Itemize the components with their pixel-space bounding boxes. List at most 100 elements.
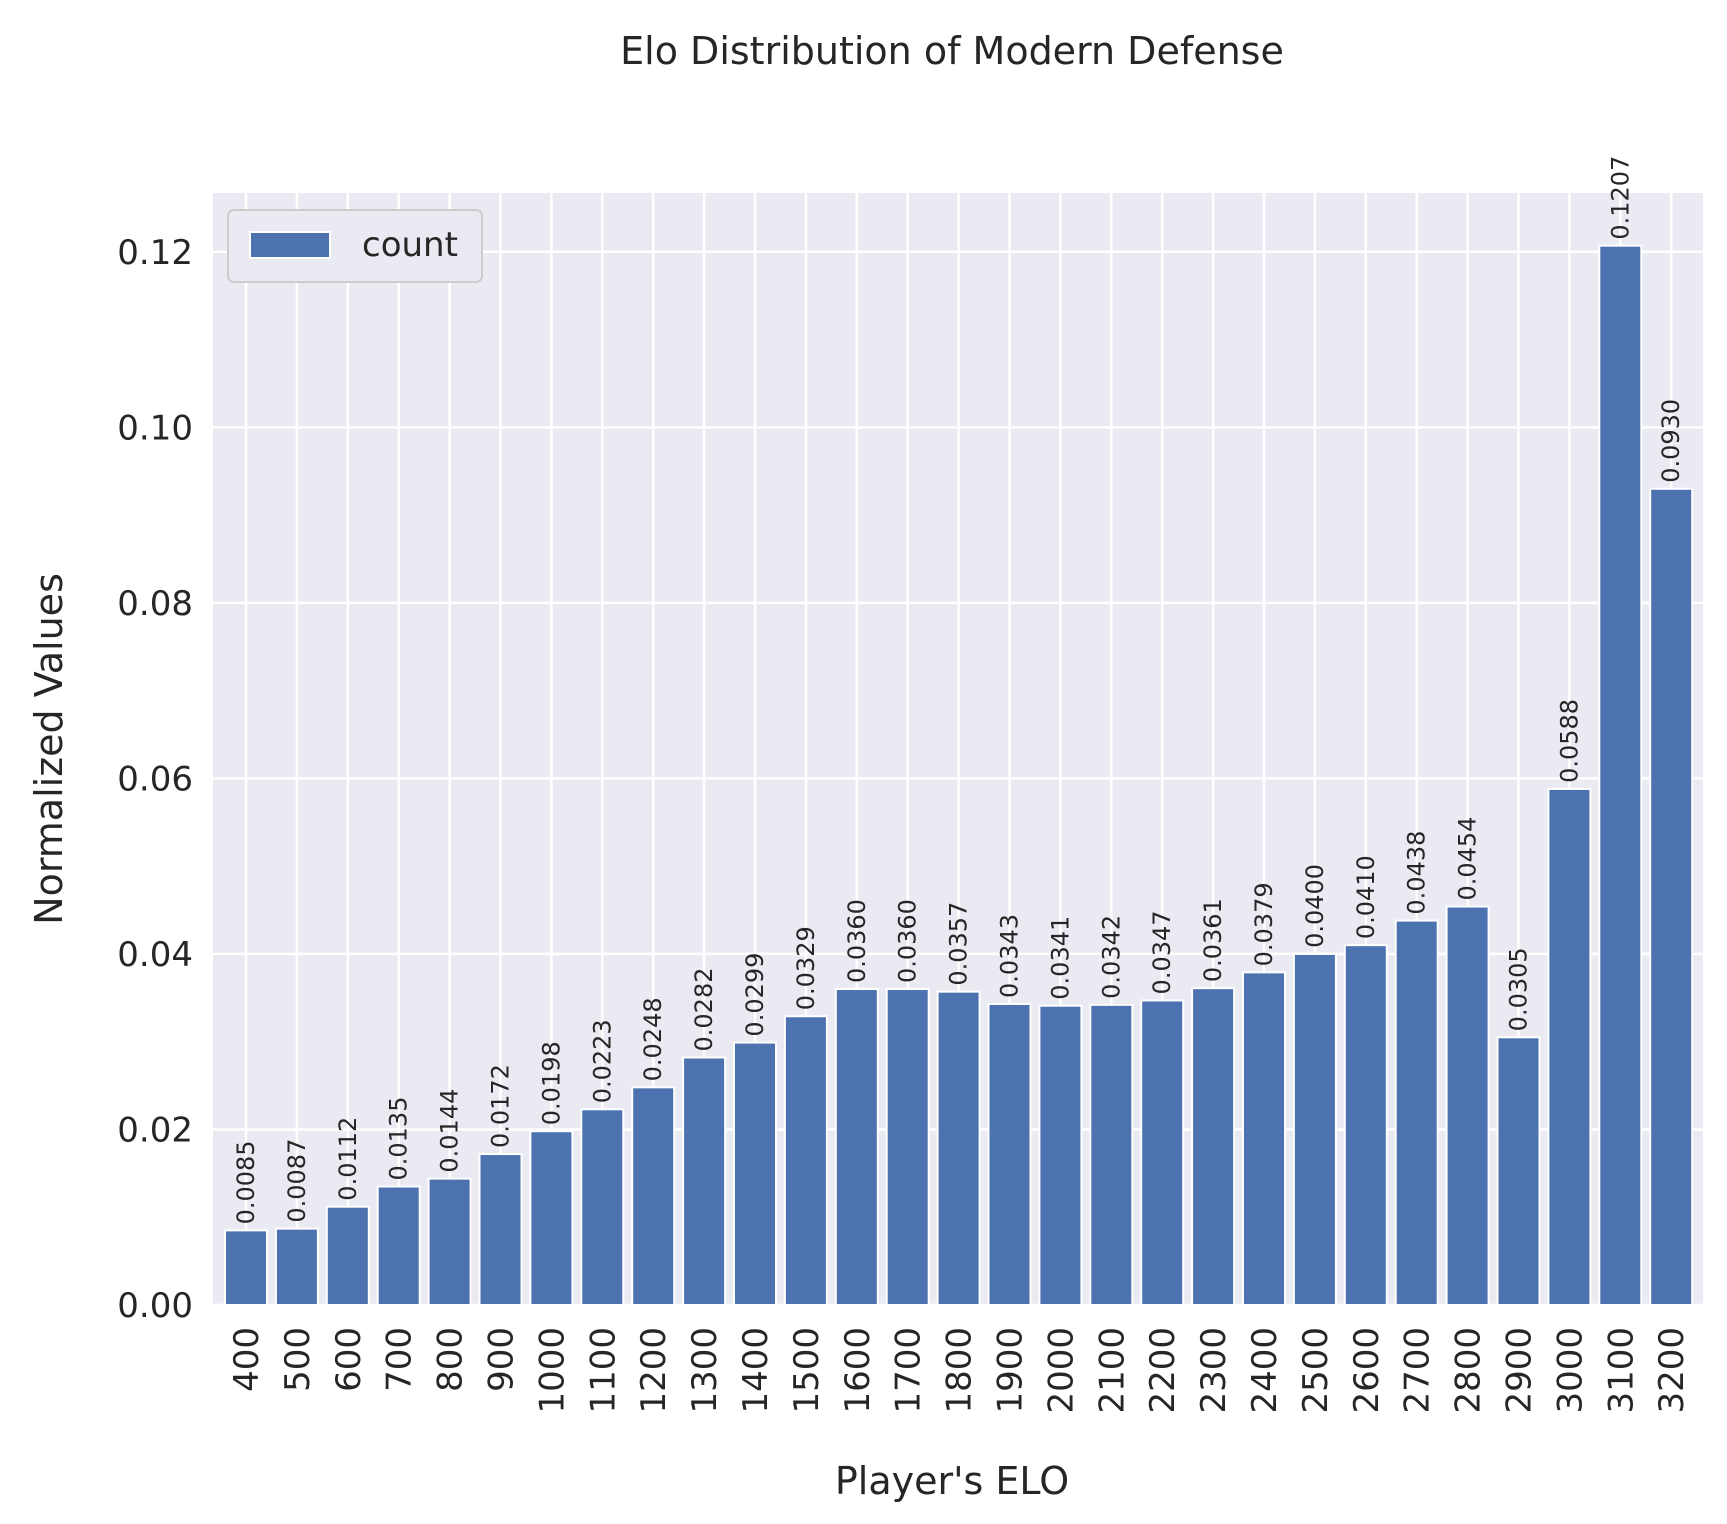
- bar-1600: [834, 988, 879, 1306]
- bar-value-label: 0.0360: [894, 899, 922, 983]
- bar-500: [274, 1227, 319, 1307]
- bar-value-label: 0.0410: [1352, 855, 1380, 939]
- bar-800: [427, 1177, 472, 1307]
- x-tick-label: 2100: [1092, 1327, 1132, 1414]
- bar-1000: [529, 1130, 574, 1306]
- x-tick-label: 2400: [1245, 1327, 1285, 1414]
- bar-value-label: 0.0454: [1454, 817, 1482, 901]
- x-tick-label: 1700: [889, 1327, 929, 1414]
- bar-600: [325, 1205, 370, 1306]
- x-tick-label: 2700: [1398, 1327, 1438, 1414]
- x-tick-label: 2300: [1194, 1327, 1234, 1414]
- y-tick-label: 0.10: [117, 408, 193, 448]
- bar-value-label: 0.0343: [996, 914, 1024, 998]
- x-tick-label: 2900: [1500, 1327, 1540, 1414]
- bar-1300: [682, 1056, 727, 1306]
- bar-value-label: 0.0379: [1250, 882, 1278, 966]
- x-tick-label: 1300: [685, 1327, 725, 1414]
- x-tick-label: 900: [482, 1327, 522, 1392]
- legend-label: count: [362, 225, 458, 265]
- bar-value-label: 0.0144: [436, 1089, 464, 1173]
- bar-400: [224, 1229, 268, 1306]
- bar-2200: [1140, 999, 1185, 1306]
- x-tick-label: 2000: [1041, 1327, 1081, 1414]
- x-tick-label: 1000: [532, 1327, 572, 1414]
- y-axis-label: Normalized Values: [27, 573, 71, 925]
- bar-2600: [1343, 944, 1388, 1306]
- bar-value-label: 0.0361: [1199, 898, 1227, 982]
- bar-layer: [224, 244, 1694, 1307]
- bar-value-label: 0.0112: [334, 1117, 362, 1201]
- bar-1700: [885, 988, 930, 1306]
- x-tick-label: 2500: [1296, 1327, 1336, 1414]
- legend: count: [227, 209, 483, 283]
- bar-2800: [1445, 905, 1490, 1306]
- x-tick-label: 500: [278, 1327, 318, 1392]
- bar-1800: [936, 990, 981, 1306]
- y-tick-label: 0.12: [117, 233, 193, 273]
- bar-2000: [1038, 1004, 1083, 1307]
- x-tick-label: 1400: [736, 1327, 776, 1414]
- bar-value-label: 0.0172: [487, 1064, 515, 1148]
- chart-title: Elo Distribution of Modern Defense: [620, 29, 1284, 73]
- x-tick-label: 3200: [1652, 1327, 1692, 1414]
- x-tick-label: 2200: [1143, 1327, 1183, 1414]
- y-tick-label: 0.04: [117, 935, 193, 975]
- x-tick-label: 400: [227, 1327, 267, 1392]
- bar-2700: [1394, 919, 1439, 1306]
- bar-value-label: 0.0087: [283, 1139, 311, 1223]
- bar-value-label: 0.0223: [588, 1019, 616, 1103]
- y-tick-labels: 0.00 0.02 0.04 0.06 0.08 0.10 0.12: [117, 233, 193, 1326]
- legend-swatch: [249, 231, 331, 259]
- bar-2900: [1496, 1036, 1541, 1306]
- bar-value-label: 0.0357: [945, 902, 973, 986]
- y-tick-label: 0.06: [117, 759, 193, 799]
- x-tick-label: 800: [431, 1327, 471, 1392]
- bar-1900: [987, 1002, 1032, 1306]
- x-tick-label: 1200: [634, 1327, 674, 1414]
- bar-2400: [1242, 971, 1286, 1306]
- x-tick-labels: 400 500 600 700 800 900 1000 1100 1200 1300 1400 15…: [227, 1327, 1692, 1414]
- x-tick-label: 1900: [991, 1327, 1031, 1414]
- x-tick-label: 1800: [940, 1327, 980, 1414]
- bar-900: [478, 1153, 523, 1307]
- bar-1100: [580, 1108, 625, 1307]
- x-tick-label: 600: [329, 1327, 369, 1392]
- bar-2300: [1191, 987, 1236, 1306]
- bar-value-label: 0.0930: [1657, 399, 1685, 483]
- bar-value-label: 0.0135: [385, 1097, 413, 1181]
- y-tick-label: 0.00: [117, 1286, 193, 1326]
- x-axis-label: Player's ELO: [835, 1459, 1069, 1503]
- bar-value-label: 0.0085: [232, 1140, 260, 1224]
- bar-value-label: 0.0588: [1555, 699, 1583, 783]
- bar-label-layer: 0.0085 0.0087 0.0112 0.0135 0.0144 0.0172 0.01…: [232, 156, 1685, 1225]
- bar-2500: [1292, 952, 1337, 1307]
- bar-value-label: 0.0305: [1505, 947, 1533, 1031]
- bar-value-label: 0.0329: [792, 926, 820, 1010]
- x-tick-label: 1600: [838, 1327, 878, 1414]
- x-tick-label: 3100: [1601, 1327, 1641, 1414]
- bar-1400: [733, 1041, 777, 1306]
- x-tick-label: 700: [380, 1327, 420, 1392]
- bar-700: [376, 1185, 421, 1306]
- bar-value-label: 0.0347: [1148, 910, 1176, 994]
- bar-value-label: 0.0248: [639, 997, 667, 1081]
- bar-value-label: 0.0198: [537, 1041, 565, 1125]
- bar-value-label: 0.0438: [1403, 831, 1431, 915]
- bar-value-label: 0.0299: [741, 953, 769, 1037]
- bar-value-label: 0.0342: [1097, 915, 1125, 999]
- bar-3200: [1649, 487, 1694, 1306]
- bar-1500: [783, 1015, 828, 1306]
- bar-value-label: 0.0400: [1301, 864, 1329, 948]
- x-tick-label: 1100: [583, 1327, 623, 1414]
- x-tick-label: 1500: [787, 1327, 827, 1414]
- x-tick-label: 2600: [1347, 1327, 1387, 1414]
- legend-box: [227, 209, 483, 283]
- bar-value-label: 0.0360: [843, 899, 871, 983]
- bar-3000: [1547, 787, 1592, 1306]
- bar-value-label: 0.1207: [1606, 156, 1634, 240]
- bar-2100: [1089, 1003, 1134, 1306]
- bar-value-label: 0.0282: [690, 968, 718, 1052]
